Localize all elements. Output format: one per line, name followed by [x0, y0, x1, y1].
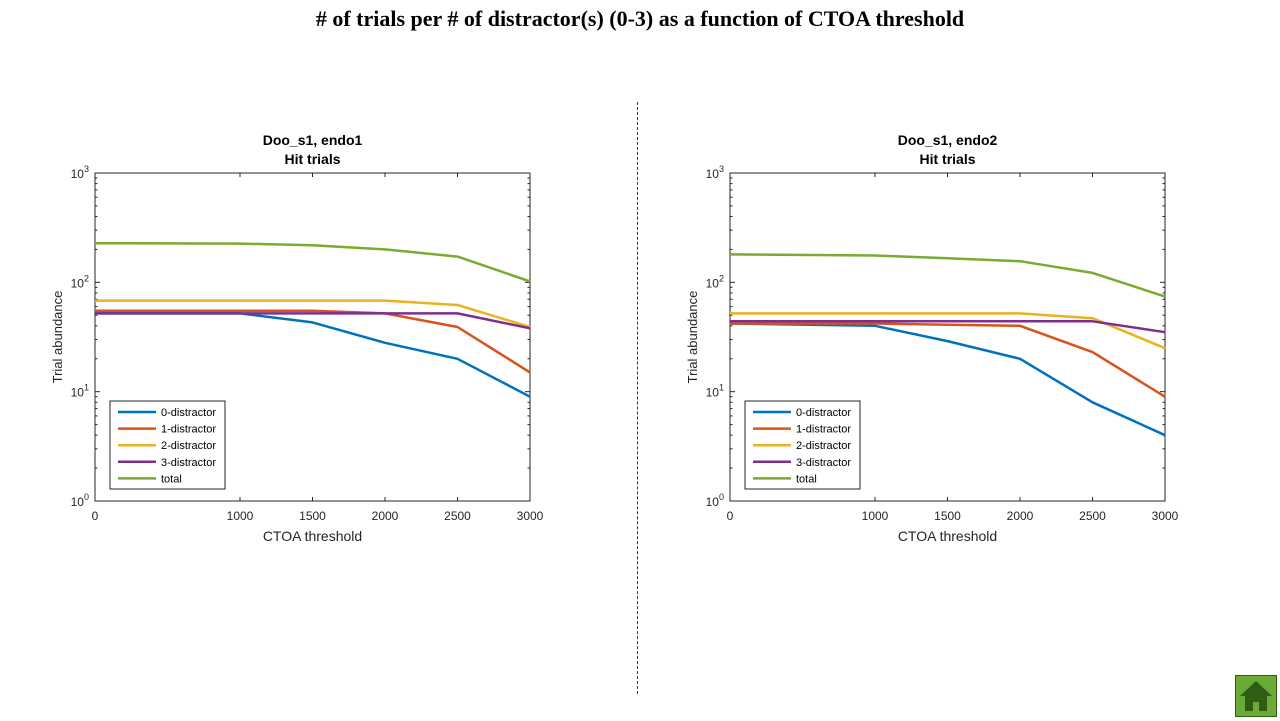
y-tick-label: 102	[706, 273, 724, 290]
chart-subtitle: Hit trials	[919, 151, 975, 167]
y-tick-label: 103	[71, 164, 89, 181]
series-line-total	[729, 253, 1166, 298]
y-tick-label: 101	[706, 383, 724, 400]
x-tick-label: 1500	[299, 509, 326, 523]
x-axis-label: CTOA threshold	[263, 528, 362, 544]
y-axis-label: Trial abundance	[685, 291, 700, 384]
y-tick-label: 100	[71, 492, 89, 509]
x-tick-label: 0	[92, 509, 99, 523]
legend-entry: 2-distractor	[796, 440, 851, 452]
chart-title: Doo_s1, endo2	[898, 132, 998, 148]
x-tick-label: 1000	[862, 509, 889, 523]
legend-entry: total	[161, 473, 182, 485]
series-line-2-distractor	[730, 312, 1166, 350]
series-line-0-distractor	[729, 322, 1166, 437]
panel-divider	[637, 102, 638, 694]
x-tick-label: 3000	[517, 509, 544, 523]
series-line-total	[94, 241, 531, 283]
legend: 0-distractor 1-distractor 2-distractor 3-di…	[744, 400, 861, 490]
chart-panel-1: Doo_s1, endo1 Hit trials 0 1000 1500 2000 2500…	[50, 132, 544, 544]
legend-box	[744, 400, 861, 490]
x-tick-label: 2000	[372, 509, 399, 523]
y-tick-label: 100	[706, 492, 724, 509]
series-line-2-distractor	[95, 299, 531, 329]
x-tick-label: 1000	[227, 509, 254, 523]
chart-title: Doo_s1, endo1	[263, 132, 363, 148]
y-tick-label: 103	[706, 164, 724, 181]
x-axis-label: CTOA threshold	[898, 528, 997, 544]
series-line-1-distractor	[730, 322, 1166, 398]
chart-panel-2: Doo_s1, endo2 Hit trials 0 1000 1500 2000 2500…	[685, 132, 1179, 544]
home-icon	[1240, 681, 1272, 711]
legend: 0-distractor 1-distractor 2-distractor 3-di…	[109, 400, 226, 490]
series-line-0-distractor	[95, 312, 531, 398]
series-line-1-distractor	[95, 309, 531, 374]
legend-entry: 3-distractor	[161, 457, 216, 469]
y-tick-label: 101	[71, 383, 89, 400]
page-title: # of trials per # of distractor(s) (0-3)…	[315, 6, 965, 31]
x-tick-label: 0	[727, 509, 734, 523]
x-tick-label: 3000	[1152, 509, 1179, 523]
home-button[interactable]	[1235, 675, 1277, 717]
y-tick-label: 102	[71, 273, 89, 290]
x-tick-label: 1500	[934, 509, 961, 523]
legend-entry: 1-distractor	[796, 424, 851, 436]
legend-entry: 0-distractor	[796, 407, 851, 419]
chart-subtitle: Hit trials	[284, 151, 340, 167]
legend-entry: 3-distractor	[796, 457, 851, 469]
x-tick-label: 2000	[1007, 509, 1034, 523]
series-line-3-distractor	[730, 320, 1166, 334]
series-line-3-distractor	[95, 312, 531, 330]
x-tick-label: 2500	[444, 509, 471, 523]
y-axis-label: Trial abundance	[50, 291, 65, 384]
legend-entry: 2-distractor	[161, 440, 216, 452]
x-tick-label: 2500	[1079, 509, 1106, 523]
legend-entry: 1-distractor	[161, 424, 216, 436]
legend-entry: 0-distractor	[161, 407, 216, 419]
legend-entry: total	[796, 473, 817, 485]
